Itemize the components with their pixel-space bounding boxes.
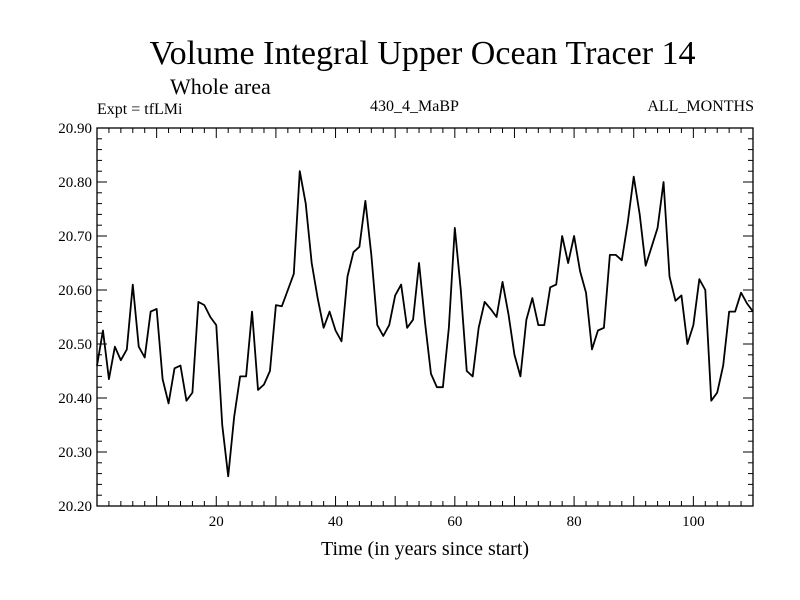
axis-ticks — [97, 128, 753, 506]
y-tick-label: 20.90 — [58, 121, 92, 137]
chart-title: Volume Integral Upper Ocean Tracer 14 — [149, 35, 696, 72]
y-tick-label: 20.50 — [58, 337, 92, 353]
months-label: ALL_MONTHS — [647, 98, 754, 115]
y-tick-label: 20.60 — [58, 283, 92, 299]
x-tick-label: 100 — [682, 514, 705, 530]
experiment-label: Expt = tfLMi — [97, 101, 183, 118]
x-axis-label: Time (in years since start) — [321, 538, 529, 560]
series-line — [96, 170, 754, 478]
y-tick-label: 20.80 — [58, 175, 92, 191]
plot-frame — [96, 127, 754, 507]
x-tick-label: 40 — [328, 514, 343, 530]
y-tick-label: 20.70 — [58, 229, 92, 245]
x-tick-label: 60 — [447, 514, 462, 530]
chart-subtitle: Whole area — [170, 74, 271, 99]
x-tick-label: 80 — [567, 514, 582, 530]
y-tick-label: 20.20 — [58, 499, 92, 515]
y-tick-label: 20.40 — [58, 391, 92, 407]
run-label: 430_4_MaBP — [370, 98, 459, 115]
x-tick-label: 20 — [209, 514, 224, 530]
y-tick-label: 20.30 — [58, 445, 92, 461]
axis-tick-labels: 20 40 60 80 100 20.20 20.30 20.40 20.50 20.60 20.7… — [58, 121, 704, 530]
